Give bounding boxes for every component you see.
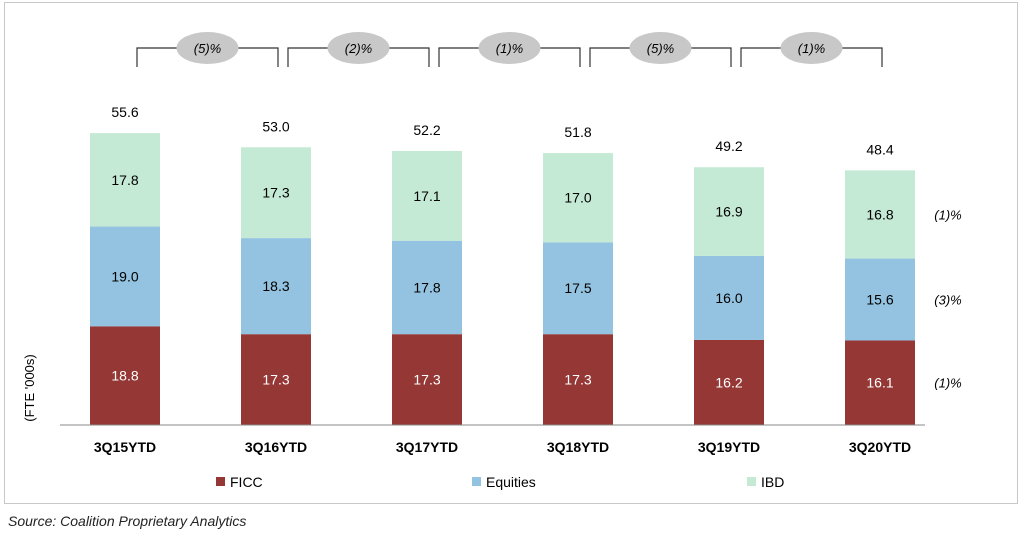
yoy-badge xyxy=(327,32,390,64)
y-axis-label: (FTE '000s) xyxy=(22,354,37,422)
category-tick-label: 3Q18YTD xyxy=(547,439,609,455)
legend-label-ibd: IBD xyxy=(761,474,784,490)
yoy-change-label: (2)% xyxy=(345,41,372,56)
segment-value-label: 17.0 xyxy=(564,190,591,206)
bar-segment-ficc xyxy=(90,326,160,425)
legend: FICC Equities IBD xyxy=(216,474,784,490)
segment-value-label: 17.3 xyxy=(413,372,440,388)
yoy-badge xyxy=(629,32,692,64)
segment-value-label: 17.3 xyxy=(262,372,289,388)
segment-value-label: 15.6 xyxy=(866,292,893,308)
bar-segment-ibd xyxy=(694,167,764,256)
bar-segment-equities xyxy=(392,240,462,335)
category-tick-label: 3Q19YTD xyxy=(698,439,760,455)
segment-value-label: 16.9 xyxy=(715,204,742,220)
bar-segment-ficc xyxy=(845,340,915,425)
bar-segment-ibd xyxy=(90,133,160,227)
total-value-label: 52.2 xyxy=(413,122,440,138)
yoy-badge xyxy=(780,32,843,64)
bar-segment-ibd xyxy=(543,153,613,243)
bar-segment-ficc xyxy=(241,334,311,425)
yoy-change-label: (1)% xyxy=(798,41,825,56)
yoy-change-label: (1)% xyxy=(496,41,523,56)
bar-segment-equities xyxy=(241,238,311,335)
label-layer: 18.8 19.0 17.8 55.6 3Q15YTD 17.3 18.3 17.3 53.0 3… xyxy=(94,104,962,455)
segment-value-label: 16.2 xyxy=(715,374,742,390)
category-tick-label: 3Q20YTD xyxy=(849,439,911,455)
total-value-label: 49.2 xyxy=(715,138,742,154)
segment-value-label: 16.8 xyxy=(866,206,893,222)
series-change-label: (1)% xyxy=(934,376,961,391)
series-change-label: (3)% xyxy=(934,293,961,308)
segment-value-label: 17.8 xyxy=(111,172,138,188)
stacked-bar-chart: (5)% (2)% (1)% (5)% (1)% 18.8 19.0 17.8 55.6 3Q1… xyxy=(22,32,962,490)
segment-value-label: 17.1 xyxy=(413,188,440,204)
segment-value-label: 17.3 xyxy=(564,372,591,388)
category-tick-label: 3Q17YTD xyxy=(396,439,458,455)
chart-frame xyxy=(4,2,1018,504)
total-value-label: 53.0 xyxy=(262,118,289,134)
legend-label-equities: Equities xyxy=(486,474,536,490)
segment-value-label: 18.8 xyxy=(111,368,138,384)
total-value-label: 51.8 xyxy=(564,124,591,140)
total-value-label: 48.4 xyxy=(866,141,893,157)
yoy-change-label: (5)% xyxy=(647,41,674,56)
bar-segment-equities xyxy=(845,258,915,341)
yoy-bracket-layer: (5)% (2)% (1)% (5)% (1)% xyxy=(136,32,883,67)
bar-segment-ficc xyxy=(543,334,613,425)
segment-value-label: 17.8 xyxy=(413,279,440,295)
segment-value-label: 16.0 xyxy=(715,290,742,306)
bar-segment-ficc xyxy=(694,339,764,425)
bar-segment-ibd xyxy=(845,170,915,259)
bar-layer xyxy=(90,133,915,425)
bar-segment-equities xyxy=(694,255,764,340)
bar-segment-equities xyxy=(543,242,613,335)
segment-value-label: 16.1 xyxy=(866,375,893,391)
category-tick-label: 3Q15YTD xyxy=(94,439,156,455)
category-tick-label: 3Q16YTD xyxy=(245,439,307,455)
segment-value-label: 18.3 xyxy=(262,278,289,294)
segment-value-label: 19.0 xyxy=(111,268,138,284)
legend-swatch-ficc xyxy=(216,477,225,486)
yoy-badge xyxy=(478,32,541,64)
total-value-label: 55.6 xyxy=(111,104,138,120)
source-note: Source: Coalition Proprietary Analytics xyxy=(8,513,247,529)
series-change-label: (1)% xyxy=(934,207,961,222)
segment-value-label: 17.5 xyxy=(564,280,591,296)
yoy-badge xyxy=(176,32,239,64)
yoy-change-label: (5)% xyxy=(194,41,221,56)
legend-label-ficc: FICC xyxy=(230,474,263,490)
bar-segment-equities xyxy=(90,226,160,327)
legend-swatch-equities xyxy=(472,477,481,486)
bar-segment-ficc xyxy=(392,334,462,425)
bar-segment-ibd xyxy=(241,147,311,239)
legend-swatch-ibd xyxy=(747,477,756,486)
segment-value-label: 17.3 xyxy=(262,185,289,201)
bar-segment-ibd xyxy=(392,150,462,241)
